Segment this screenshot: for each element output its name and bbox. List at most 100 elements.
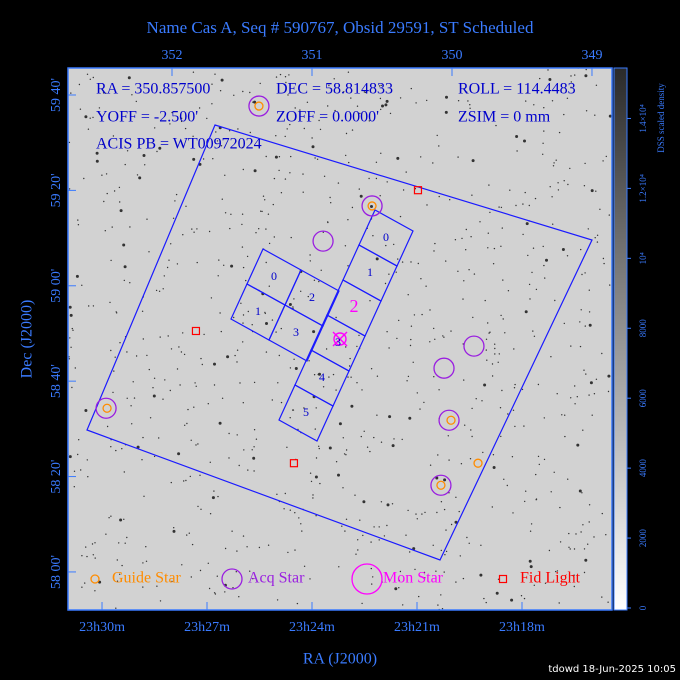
field-star [81,586,83,588]
field-star [368,120,370,122]
field-star [498,206,500,208]
field-star [396,156,400,160]
field-star [196,228,198,230]
field-star [236,361,238,363]
x-tick-label: 23h21m [394,620,440,635]
field-star [491,506,493,508]
field-star [468,542,470,544]
field-star [318,280,320,283]
field-star [443,571,445,573]
field-star [375,177,378,180]
field-star [148,251,150,253]
field-star [315,407,317,409]
field-star [366,446,369,448]
field-star [216,575,218,577]
field-star [240,302,242,304]
field-star [198,107,201,109]
field-star [253,429,256,431]
field-star [197,505,199,508]
acq-star [433,357,455,379]
acq-star [361,195,383,217]
field-star [110,349,112,352]
field-star [393,438,395,440]
field-star [395,271,397,273]
field-star [471,435,473,438]
field-star [593,536,595,538]
acq-star [430,474,452,496]
field-star [559,506,561,509]
field-star [267,213,270,215]
field-star [410,338,412,341]
field-star [450,523,453,526]
field-star [183,353,186,356]
colorbar [613,67,628,611]
field-star [156,150,158,153]
field-star [487,232,489,234]
field-star [106,425,109,428]
field-star [465,249,467,251]
field-star [494,347,496,350]
field-star [388,578,390,581]
field-star [98,107,101,109]
field-star [261,210,263,213]
field-star [342,437,344,439]
x2-tick-label: 352 [162,48,183,63]
field-star [185,479,187,482]
field-star [574,74,576,76]
chip-label: 0 [271,269,277,283]
field-star [286,446,288,448]
field-star [433,327,435,330]
field-star [361,389,363,391]
field-star [142,154,146,157]
field-star [608,114,612,118]
field-star [564,435,566,438]
field-star [195,444,197,446]
field-star [370,368,373,370]
field-star [378,526,380,528]
field-star [583,185,586,187]
field-star [492,454,495,456]
field-star [163,275,165,277]
field-star [593,393,596,395]
field-star [311,137,313,139]
acq-star [463,335,485,357]
x2-tick-label: 349 [581,48,602,63]
field-star [470,429,472,431]
field-star [386,503,390,507]
field-star [535,473,537,476]
field-star [289,417,291,419]
field-star [357,539,359,541]
field-star [423,401,425,404]
field-star [563,322,565,325]
field-star [288,74,290,76]
colorbar-tick-label: 1.2×10⁴ [638,174,648,202]
field-star [525,222,529,226]
field-star [440,594,442,596]
field-star [471,407,473,410]
field-star [158,290,161,292]
field-star [70,346,72,348]
field-star [92,116,94,119]
field-star [358,334,360,337]
field-star [68,305,72,309]
field-star [319,482,321,485]
field-star [200,508,202,510]
field-star [124,163,126,166]
field-star [68,188,71,190]
field-star [123,265,127,269]
field-star [68,141,71,144]
field-star [102,143,104,146]
field-star [118,542,120,544]
field-star [80,469,82,471]
field-star [397,258,399,260]
field-star [224,212,227,214]
field-star [126,536,128,539]
field-star [119,518,123,522]
field-star [293,298,295,300]
field-star [584,272,586,274]
x-tick-label: 23h30m [79,620,125,635]
field-star [219,312,221,314]
field-star [471,194,473,196]
field-star [124,542,126,544]
field-star [78,83,81,86]
